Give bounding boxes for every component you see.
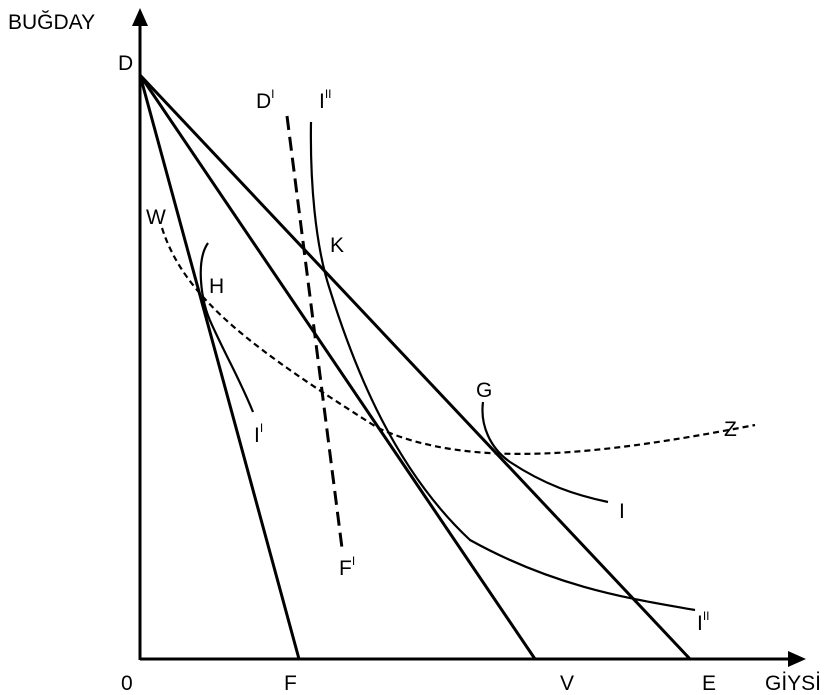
indifference-curve-I <box>481 401 609 504</box>
curve-label-F1: FI <box>339 554 355 580</box>
point-label-K: K <box>330 234 344 257</box>
indifference-curve-I2 <box>309 121 696 612</box>
point-label-G: G <box>476 379 492 402</box>
point-label-W: W <box>146 206 166 229</box>
curve-WZ <box>160 227 756 455</box>
x-axis-arrow <box>788 651 806 667</box>
point-label-D: D <box>118 52 133 75</box>
point-label-Z: Z <box>724 418 737 441</box>
point-label-V: V <box>560 672 574 695</box>
dashed-line-D1F1 <box>285 115 344 549</box>
y-axis-arrow <box>132 8 148 26</box>
line-DE <box>138 73 692 661</box>
point-label-H: H <box>209 275 224 298</box>
y-axis-label: BUĞDAY <box>8 11 95 34</box>
indifference-curve-I1 <box>199 242 255 413</box>
curve-label-I2-bottom: III <box>697 609 710 635</box>
curve-label-I: I <box>619 500 625 523</box>
curve-label-I1: II <box>254 421 263 447</box>
x-axis-label: GİYSİ <box>765 672 821 695</box>
line-DV <box>138 74 537 660</box>
curve-label-I2-top: III <box>319 87 332 113</box>
origin-label: 0 <box>121 672 133 695</box>
point-label-E: E <box>702 672 716 695</box>
line-DF <box>138 74 301 660</box>
curve-label-D1: DI <box>256 87 275 113</box>
point-label-F: F <box>284 672 297 695</box>
